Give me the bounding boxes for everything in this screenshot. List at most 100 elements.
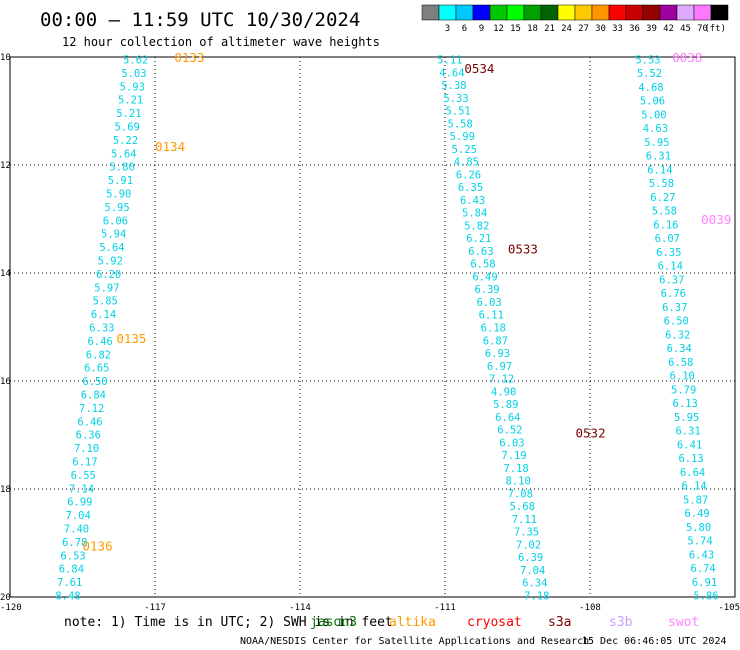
wave-height-value: 6.58 (470, 259, 495, 271)
wave-height-value: 5.64 (99, 242, 124, 254)
color-swatch (693, 4, 712, 21)
wave-height-value: 6.64 (680, 467, 705, 479)
pass-time-label: 0533 (508, 242, 538, 257)
color-swatch (472, 4, 491, 21)
pass-time-labels: 0133013401350136053405330532003800390040… (83, 50, 740, 592)
wave-height-value: 6.49 (472, 271, 497, 283)
wave-height-value: 6.99 (67, 497, 92, 509)
wave-height-value: 8.48 (55, 591, 80, 603)
lat-tick-label: 18 (0, 485, 11, 495)
wave-height-value: 7.12 (79, 403, 104, 415)
wave-height-value: 5.90 (106, 189, 131, 201)
wave-height-value: 5.00 (641, 109, 666, 121)
wave-height-value: 6.50 (82, 376, 107, 388)
lat-tick-label: 20 (0, 593, 11, 603)
wave-height-value: 7.40 (64, 524, 89, 536)
color-scale-label: 3 (445, 24, 450, 34)
wave-height-value: 7.08 (508, 488, 533, 500)
lat-tick-label: 12 (0, 161, 11, 171)
wave-height-value: 5.33 (443, 93, 468, 105)
wave-height-value: 6.17 (72, 457, 97, 469)
wave-height-value: 5.87 (683, 494, 708, 506)
longitude-axis: -120 -117 -114 -111 -108 -105 (0, 603, 740, 613)
wave-height-value: 6.18 (481, 323, 506, 335)
color-swatch (710, 4, 729, 21)
wave-height-value: 6.41 (677, 439, 702, 451)
wave-height-value: 5.89 (493, 399, 518, 411)
wave-height-value: 8.10 (506, 476, 531, 488)
wave-height-value: 5.58 (652, 206, 677, 218)
wave-height-value: 5.82 (464, 220, 489, 232)
map-subtitle: 12 hour collection of altimeter wave hei… (62, 35, 380, 49)
lon-tick-label: -108 (579, 603, 601, 613)
wave-height-value: 7.04 (66, 510, 91, 522)
satellite-legend-item: swot (668, 615, 699, 630)
wave-height-value: 4.90 (491, 386, 516, 398)
wave-height-value: 6.26 (456, 169, 481, 181)
wave-height-value: 7.35 (514, 527, 539, 539)
wave-height-value: 5.93 (120, 81, 145, 93)
wave-height-value: 6.34 (667, 343, 692, 355)
pass-time-label: 0134 (155, 139, 185, 154)
wave-height-value: 6.52 (497, 425, 522, 437)
wave-height-value: 6.35 (656, 247, 681, 259)
satellite-track: 5.535.524.685.065.004.635.956.316.145.58… (635, 55, 718, 603)
wave-height-value: 6.46 (87, 336, 112, 348)
color-scale-label: 30 (595, 24, 606, 34)
pass-time-label: 0135 (116, 331, 146, 346)
color-swatch (557, 4, 576, 21)
wave-height-value: 6.14 (647, 164, 672, 176)
wave-height-value: 6.84 (59, 564, 84, 576)
wave-height-value: 5.58 (649, 178, 674, 190)
color-scale-label: 9 (479, 24, 484, 34)
wave-height-value: 6.13 (678, 453, 703, 465)
lon-tick-label: -114 (289, 603, 311, 613)
lon-tick-label: -111 (434, 603, 456, 613)
wave-height-value: 5.11 (437, 55, 462, 67)
color-swatch (421, 4, 440, 21)
wave-height-value: 7.14 (69, 483, 94, 495)
wave-height-value: 5.91 (108, 175, 133, 187)
wave-height-value: 5.58 (448, 118, 473, 130)
wave-height-value: 6.93 (485, 348, 510, 360)
wave-height-value: 4.63 (643, 123, 668, 135)
color-swatch (608, 4, 627, 21)
color-scale-legend: 3 6 9 12 15 18 21 24 27 30 33 36 39 42 45 70(ft) (421, 4, 729, 34)
color-scale-label: 39 (646, 24, 657, 34)
wave-height-value: 6.31 (676, 426, 701, 438)
satellite-legend-item: jason3 (310, 615, 357, 630)
wave-height-value: 7.02 (516, 539, 541, 551)
wave-height-value: 5.52 (637, 68, 662, 80)
satellite-legend-item: altika (389, 615, 436, 630)
pass-time-label: 0532 (576, 425, 606, 440)
wave-height-value: 5.53 (635, 55, 660, 67)
wave-height-value: 5.06 (640, 96, 665, 108)
wave-height-value: 4.68 (638, 82, 663, 94)
wave-height-value: 6.43 (689, 549, 714, 561)
wave-height-value: 5.86 (693, 591, 718, 603)
wave-height-value: 5.22 (113, 135, 138, 147)
color-swatch (523, 4, 542, 21)
wave-height-value: 6.37 (659, 274, 684, 286)
wave-height-value: 6.10 (670, 371, 695, 383)
wave-height-value: 6.11 (479, 310, 504, 322)
satellite-track: 5.625.035.935.215.215.695.225.645.805.91… (55, 55, 148, 603)
wave-height-value: 5.68 (510, 501, 535, 513)
wave-height-value: 6.21 (466, 233, 491, 245)
wave-height-value: 5.74 (687, 536, 712, 548)
color-swatch (540, 4, 559, 21)
wave-height-value: 5.79 (671, 384, 696, 396)
credit-line: NOAA/NESDIS Center for Satellite Applica… (240, 636, 589, 647)
wave-height-value: 4.64 (439, 67, 464, 79)
color-swatch (506, 4, 525, 21)
pass-time-label: 0133 (174, 50, 204, 65)
wave-height-value: 6.50 (664, 316, 689, 328)
wave-height-value: 6.16 (653, 219, 678, 231)
wave-height-value: 6.34 (522, 578, 547, 590)
wave-height-value: 6.35 (458, 182, 483, 194)
wave-height-value: 6.64 (495, 412, 520, 424)
wave-height-value: 6.65 (84, 363, 109, 375)
color-swatch (625, 4, 644, 21)
map-title: 00:00 – 11:59 UTC 10/30/2024 (40, 9, 360, 31)
wave-height-value: 7.11 (512, 514, 537, 526)
